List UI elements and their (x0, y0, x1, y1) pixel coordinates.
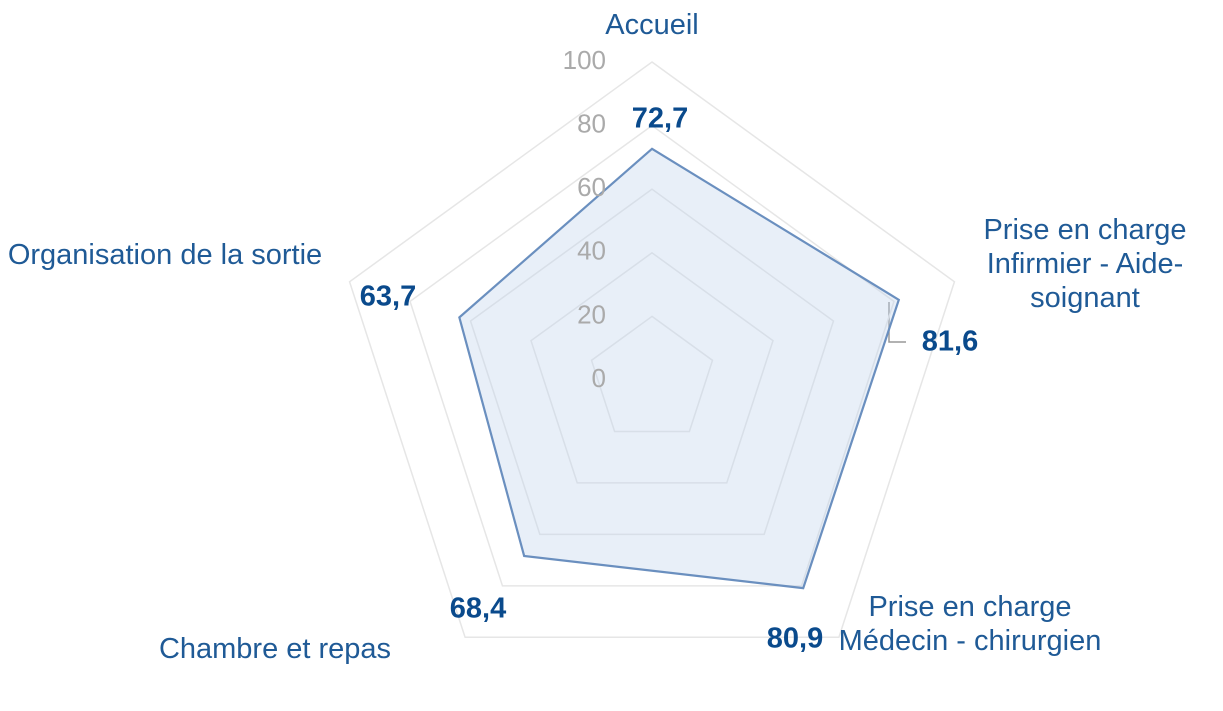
r-tick-label: 0 (592, 363, 606, 393)
value-label: 63,7 (360, 281, 416, 313)
value-label: 68,4 (450, 593, 506, 625)
grid-ring (530, 251, 774, 484)
grid-ring (348, 61, 956, 639)
r-tick-label: 80 (577, 108, 606, 138)
r-tick-label: 40 (577, 236, 606, 266)
category-label: Prise en charge Médecin - chirurgien (838, 591, 1102, 657)
r-tick-label: 20 (577, 299, 606, 329)
grid-ring (469, 188, 835, 536)
category-label: Prise en charge Infirmier - Aide-soignan… (983, 214, 1187, 314)
r-tick-label: 60 (577, 172, 606, 202)
grid-ring (590, 315, 714, 433)
r-tick-label: 100 (563, 45, 606, 75)
value-label: 72,7 (632, 103, 688, 135)
category-label: Organisation de la sortie (7, 239, 323, 271)
category-label: Chambre et repas (158, 633, 392, 665)
value-label: 81,6 (922, 326, 978, 358)
value-label: 80,9 (767, 623, 823, 655)
radar-area (458, 147, 901, 590)
category-label: Accueil (605, 9, 699, 41)
